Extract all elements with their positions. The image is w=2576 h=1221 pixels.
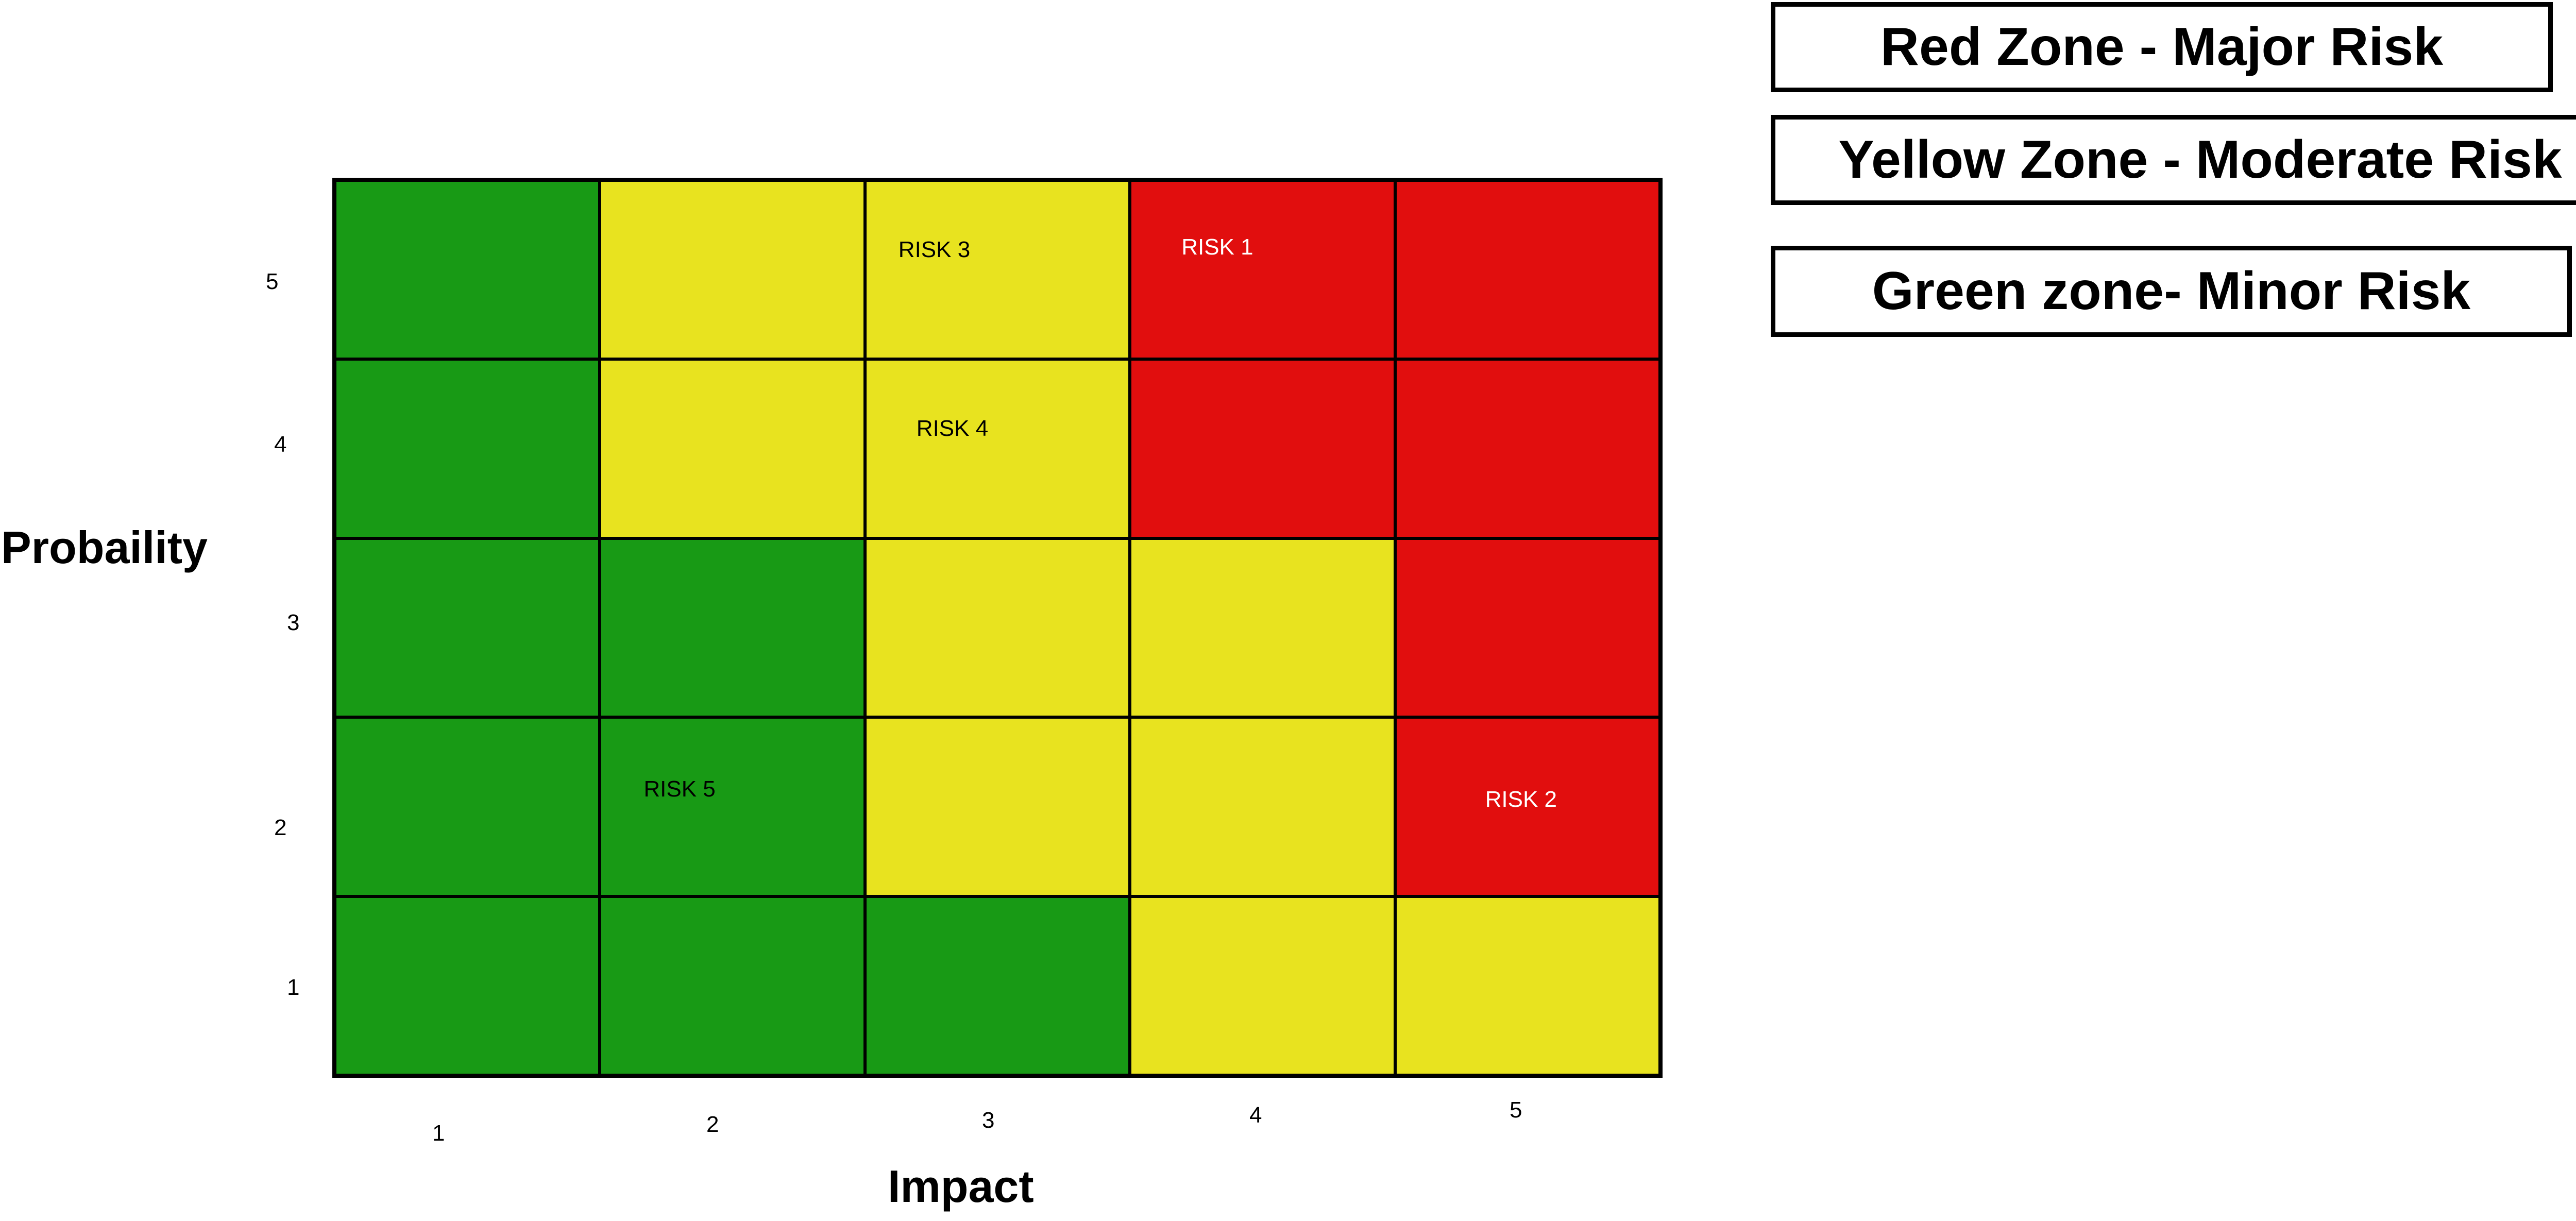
risk-label-3: RISK 3 bbox=[898, 237, 971, 262]
legend-green-zone-label: Green zone- Minor Risk bbox=[1872, 261, 2471, 321]
y-axis-title: Probaility bbox=[1, 522, 208, 573]
y-tick-5: 5 bbox=[266, 269, 279, 294]
cell-p1-i2 bbox=[600, 896, 865, 1075]
cell-p5-i4 bbox=[1130, 180, 1395, 360]
y-tick-4: 4 bbox=[274, 432, 287, 457]
cell-p3-i1 bbox=[335, 538, 600, 718]
x-tick-3: 3 bbox=[982, 1108, 995, 1133]
legend-yellow-zone-label: Yellow Zone - Moderate Risk bbox=[1838, 130, 2562, 190]
risk-label-2: RISK 2 bbox=[1485, 787, 1557, 812]
legend-red-zone: Red Zone - Major Risk bbox=[1771, 2, 2553, 92]
cell-p1-i1 bbox=[335, 896, 600, 1075]
cell-p3-i4 bbox=[1130, 538, 1395, 718]
cell-p2-i1 bbox=[335, 717, 600, 896]
cell-p3-i3 bbox=[865, 538, 1130, 718]
cell-p5-i1 bbox=[335, 180, 600, 360]
cell-p1-i5 bbox=[1395, 896, 1660, 1075]
cell-p5-i2 bbox=[600, 180, 865, 360]
x-tick-5: 5 bbox=[1510, 1097, 1522, 1123]
x-tick-1: 1 bbox=[432, 1121, 445, 1146]
y-tick-3: 3 bbox=[287, 610, 300, 635]
cell-p4-i1 bbox=[335, 359, 600, 538]
cell-p5-i3 bbox=[865, 180, 1130, 360]
legend-yellow-zone: Yellow Zone - Moderate Risk bbox=[1771, 115, 2576, 205]
cell-p2-i3 bbox=[865, 717, 1130, 896]
risk-label-4: RISK 4 bbox=[916, 416, 989, 442]
cell-p1-i3 bbox=[865, 896, 1130, 1075]
y-tick-1: 1 bbox=[287, 975, 300, 1000]
cell-p2-i2 bbox=[600, 717, 865, 896]
cell-p3-i2 bbox=[600, 538, 865, 718]
risk-heatmap-grid: RISK 1 RISK 2 RISK 3 RISK 4 RISK 5 bbox=[332, 178, 1663, 1078]
legend-red-zone-label: Red Zone - Major Risk bbox=[1880, 17, 2444, 77]
cell-p4-i2 bbox=[600, 359, 865, 538]
cell-p1-i4 bbox=[1130, 896, 1395, 1075]
risk-label-1: RISK 1 bbox=[1181, 234, 1253, 260]
cell-p4-i3 bbox=[865, 359, 1130, 538]
cell-p3-i5 bbox=[1395, 538, 1660, 718]
y-tick-2: 2 bbox=[274, 815, 287, 840]
cell-p5-i5 bbox=[1395, 180, 1660, 360]
cell-p2-i4 bbox=[1130, 717, 1395, 896]
x-axis-title: Impact bbox=[888, 1161, 1034, 1212]
legend-green-zone: Green zone- Minor Risk bbox=[1771, 246, 2572, 337]
cell-p4-i5 bbox=[1395, 359, 1660, 538]
cell-p4-i4 bbox=[1130, 359, 1395, 538]
x-tick-2: 2 bbox=[706, 1112, 719, 1137]
x-tick-4: 4 bbox=[1249, 1103, 1262, 1128]
risk-label-5: RISK 5 bbox=[643, 776, 716, 802]
cell-p2-i5 bbox=[1395, 717, 1660, 896]
